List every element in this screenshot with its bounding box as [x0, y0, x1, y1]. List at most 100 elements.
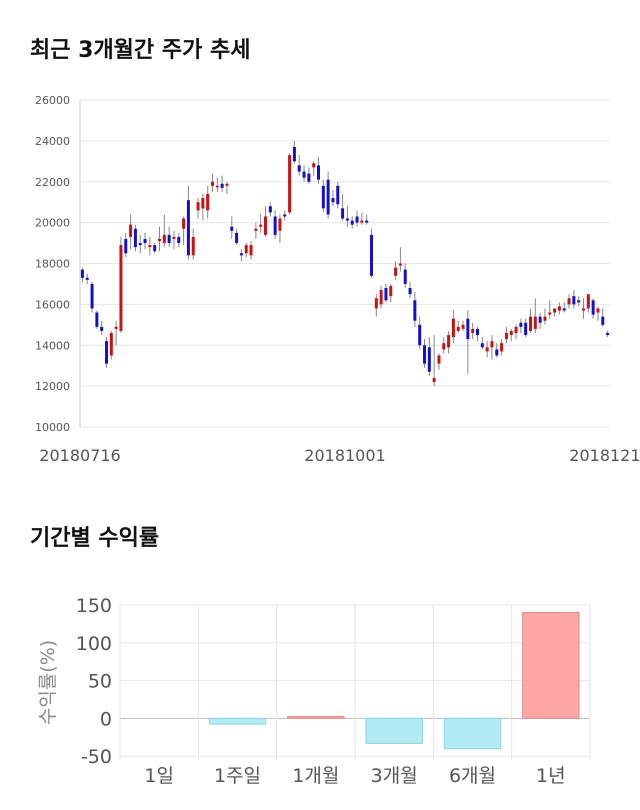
candle-body: [456, 326, 460, 331]
returns-y-tick-labels: -50 0 50 100 150: [76, 595, 112, 768]
returns-chart-title: 기간별 수익률: [30, 526, 160, 551]
returns-x-tick: 6개월: [449, 765, 496, 787]
candle-body: [437, 355, 441, 364]
candle-body: [326, 179, 330, 215]
return-bar: [522, 612, 580, 719]
candle-body: [331, 198, 335, 203]
returns-x-tick: 3개월: [371, 765, 418, 787]
price-x-tick: 20180716: [39, 446, 120, 465]
candle-body: [220, 183, 224, 188]
candle-body: [100, 326, 104, 331]
candle-body: [370, 234, 373, 276]
candle-body: [201, 198, 205, 209]
candle-body: [109, 332, 113, 356]
candle-body: [451, 318, 455, 338]
candle-body: [596, 308, 600, 313]
candle-body: [158, 238, 161, 242]
candle-body: [577, 300, 581, 303]
candle-body: [471, 328, 475, 333]
price-y-tick: 20000: [35, 217, 70, 230]
candle-body: [172, 236, 176, 239]
candle-body: [162, 234, 166, 244]
price-x-tick-labels: 20180716 20181001 20181212: [39, 446, 640, 465]
candle-body: [572, 296, 576, 305]
candle-body: [485, 347, 489, 352]
candle-body: [215, 185, 219, 188]
candle-body: [341, 208, 345, 219]
price-y-tick: 18000: [35, 258, 70, 271]
candle-body: [432, 377, 436, 383]
candle-body: [230, 226, 234, 231]
returns-x-tick: 1일: [144, 765, 174, 787]
candle-body: [567, 298, 571, 305]
price-grid: [80, 99, 610, 428]
return-bar: [443, 717, 502, 750]
candle-body: [153, 245, 157, 252]
candle-body: [167, 234, 171, 244]
candle-body: [191, 236, 195, 256]
returns-y-axis-label: 수익률(%): [37, 640, 59, 725]
price-chart-title: 최근 3개월간 주가 추세: [30, 38, 251, 63]
candle-body: [519, 322, 523, 327]
candle-body: [466, 318, 470, 340]
candle-body: [336, 185, 340, 205]
candle-body: [355, 216, 359, 223]
candle-body: [423, 345, 426, 364]
candle-body: [562, 308, 566, 311]
candle-body: [129, 224, 133, 237]
price-y-tick: 26000: [35, 94, 70, 107]
candle-body: [504, 332, 508, 340]
candle-body: [182, 218, 186, 229]
candle-body: [350, 220, 354, 225]
candle-body: [427, 347, 431, 372]
candle-body: [225, 183, 229, 186]
candle-body: [235, 232, 239, 244]
candle-body: [249, 245, 253, 256]
candle-body: [283, 214, 287, 217]
candle-body: [447, 335, 451, 348]
candle-body: [297, 165, 301, 172]
candle-body: [105, 341, 108, 364]
candle-body: [495, 349, 499, 356]
candle-body: [384, 288, 388, 301]
candle-body: [114, 326, 118, 329]
candle-body: [95, 312, 99, 327]
price-y-tick: 24000: [35, 135, 70, 148]
candle-body: [543, 316, 547, 321]
candle-body: [143, 238, 147, 244]
returns-y-tick: -50: [81, 746, 112, 768]
return-bar: [365, 717, 423, 744]
candle-body: [476, 328, 479, 336]
candle-body: [259, 224, 263, 227]
candle-body: [524, 322, 528, 336]
returns-x-tick: 1개월: [292, 765, 339, 787]
candle-body: [85, 277, 89, 280]
candle-body: [196, 202, 200, 211]
candle-body: [80, 269, 84, 278]
candle-body: [186, 200, 190, 256]
candles: [80, 140, 610, 387]
candle-body: [389, 285, 393, 297]
price-y-tick: 10000: [35, 421, 70, 434]
candle-body: [278, 218, 282, 231]
candle-body: [408, 288, 412, 295]
returns-x-tick-labels: 1일 1주일 1개월 3개월 6개월 1년: [144, 765, 565, 787]
candle-body: [591, 300, 595, 315]
candle-body: [606, 332, 610, 336]
candle-body: [119, 245, 123, 331]
candle-body: [490, 341, 494, 348]
return-bar: [208, 717, 267, 725]
candle-body: [177, 236, 181, 244]
candle-body: [398, 263, 402, 266]
price-y-tick: 22000: [35, 176, 70, 189]
returns-grid: [119, 604, 591, 760]
candle-body: [138, 243, 142, 246]
candle-body: [557, 306, 561, 311]
candle-body: [418, 324, 422, 346]
candle-body: [394, 267, 398, 276]
candle-body: [148, 245, 152, 248]
candle-body: [586, 294, 590, 309]
candle-body: [538, 316, 542, 323]
candle-body: [529, 316, 532, 331]
